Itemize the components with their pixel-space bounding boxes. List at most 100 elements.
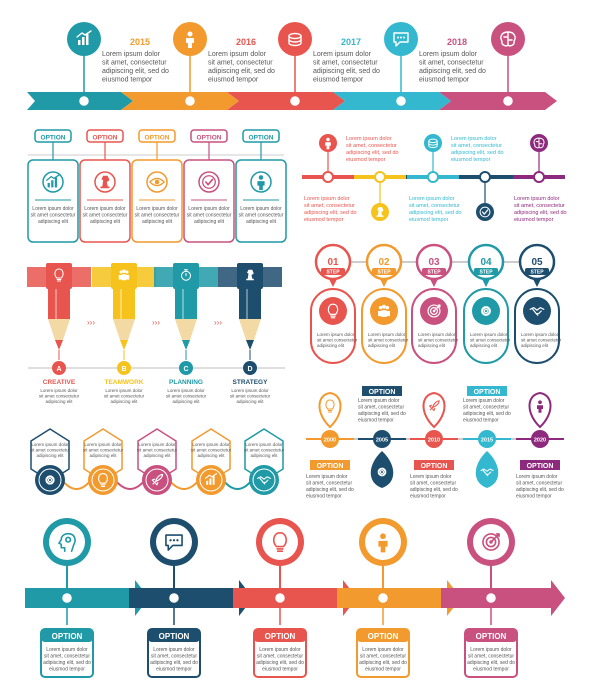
ring-marker [272,590,288,606]
link-arc [61,479,92,490]
lightbulb-icon [98,473,108,487]
text-line: Lorem ipsum dolor [240,206,282,212]
pencil-body [48,289,70,319]
option-label: OPTION [197,135,222,142]
option-header [357,629,409,642]
arrow-segment [121,92,239,110]
pencil-tip [55,340,63,350]
gear-icon [481,306,491,316]
text-line: adipiscing elit, sed do [208,68,275,75]
text-line: Lorem ipsum dolor [31,442,69,447]
coins-icon [288,32,302,47]
text-line: sit amet, consectetur [304,203,355,209]
text-line: sit amet, consectetur [346,143,397,149]
text-line: Lorem ipsum dolor [167,388,205,393]
text-line: Lorem ipsum dolor [259,647,301,653]
step-tag-label: STEP [326,270,340,276]
chess-knight-icon [100,175,110,189]
stopwatch-icon [180,269,192,281]
text-line: adipiscing elit, sed do [313,68,380,75]
text-line: Lorem ipsum dolor [362,647,404,653]
coins-icon [428,138,438,149]
node-dot [479,171,491,183]
text-line: eiusmod tempor [262,667,298,673]
pin-inner [262,524,298,560]
text-line: Lorem ipsum dolor [46,647,88,653]
text-line: sit amet, consectetur [102,60,167,67]
text-line: adipiscing elit [172,399,200,404]
card-frame [131,159,183,243]
target-icon [427,304,441,318]
text-line: adipiscing elit, sed do [304,210,357,216]
arrow-segment [227,92,345,110]
arrow-segment [337,580,461,616]
text-line: eiusmod tempor [156,667,192,673]
text-line: eiusmod tempor [451,157,491,163]
option-label: OPTION [93,135,118,142]
text-line: adipiscing elit [236,399,264,404]
text-line: eiusmod tempor [410,494,446,500]
step-letter: D [247,366,252,373]
text-line: sit amet, consectetur [257,654,303,660]
head-gear-icon [58,532,76,553]
text-line: sit amet consectetur [166,394,207,399]
option-label: OPTION [527,463,554,470]
text-line: sit amet, consectetur [44,654,90,660]
letter-circle [52,361,66,375]
text-line: sit amet consectetur [30,448,71,453]
text-line: adipiscing elit, sed do [306,487,354,493]
text-line: Lorem ipsum dolor [304,196,350,202]
text-line: sit amet, consectetur [514,203,565,209]
year-label: 2010 [428,438,440,444]
card-frame [79,159,131,243]
option-label: OPTION [421,463,448,470]
pencil-body [239,289,261,319]
ring-marker [375,590,391,606]
text-line: eiusmod tempor [409,217,449,223]
text-line: sit amet, consectetur [313,60,378,67]
text-line: Lorem ipsum dolor [102,51,161,58]
node-dot [427,171,439,183]
step-tag [372,268,396,275]
text-line: adipiscing elit [89,453,117,458]
chevron-marks: ››› [214,318,222,327]
step-tag-label: STEP [377,270,391,276]
text-line: eiusmod tempor [516,494,552,500]
text-line: eiusmod tempor [358,418,394,424]
gear-icon [45,475,55,485]
option-label: OPTION [474,389,501,396]
step-tag [525,268,549,275]
pointer [380,279,388,287]
step-tag [422,268,446,275]
text-line: adipiscing elit [470,343,498,348]
shield-frame [137,428,177,482]
year-circle [373,430,391,448]
rocket-icon [428,400,440,412]
shield-frame [244,428,284,482]
text-line: adipiscing elit [143,453,171,458]
text-line: sit amet consectetur [239,213,284,219]
step-letter: C [183,366,188,373]
hex-node-inner [252,468,276,492]
ring-marker [500,93,516,109]
text-line: sit amet consectetur [470,338,511,343]
step-title: CREATIVE [43,379,76,386]
marker-circle [384,22,418,56]
people-icon [118,269,130,281]
brain-icon [533,137,545,149]
text-line: sit amet consectetur [31,213,76,219]
text-line: adipiscing elit [194,219,225,225]
step-tag-label: STEP [479,270,493,276]
pencil-head [46,263,72,289]
letter-circle [179,361,193,375]
text-line: eiusmod tempor [514,217,554,223]
text-line: Lorem ipsum dolor [84,206,126,212]
text-line: sit amet, consectetur [409,203,460,209]
chevron-marks: ››› [152,318,160,327]
text-line: sit amet consectetur [137,448,178,453]
text-line: sit amet consectetur [317,338,358,343]
